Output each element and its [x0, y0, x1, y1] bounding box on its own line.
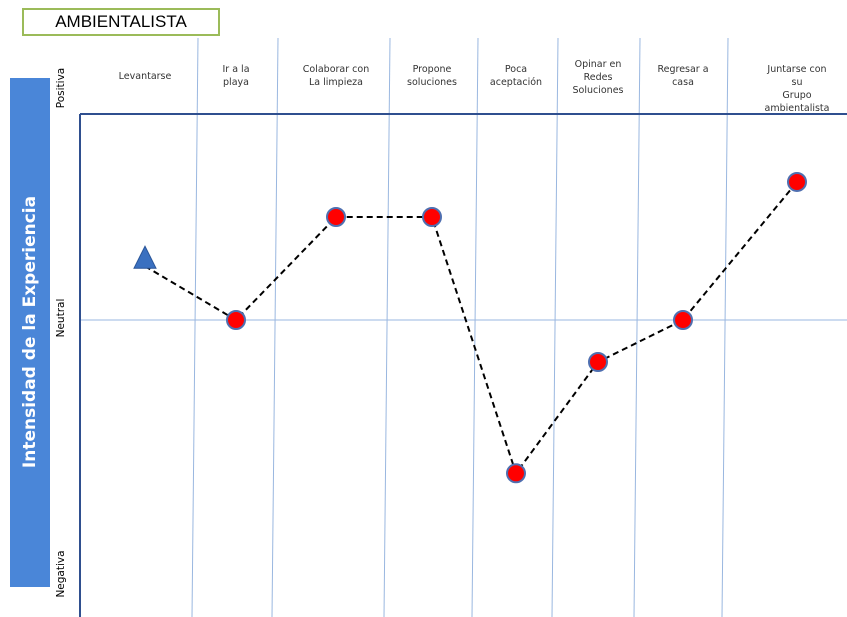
column-header: Juntarse con su Grupo ambientalista — [764, 64, 830, 114]
column-divider — [471, 37, 479, 617]
column-header: Opinar en Redes Soluciones — [572, 59, 624, 96]
data-point — [506, 463, 526, 484]
data-point-triangle — [133, 245, 157, 269]
column-divider — [191, 37, 199, 617]
column-divider — [721, 37, 729, 617]
column-header: Ir a la playa — [222, 64, 250, 88]
chart-frame — [79, 113, 847, 617]
column-divider — [383, 37, 391, 617]
data-point — [422, 207, 442, 227]
column-header: Poca aceptación — [489, 64, 543, 88]
data-point — [588, 352, 608, 372]
column-header: Colaborar con La limpieza — [302, 64, 370, 88]
chart-title: AMBIENTALISTA — [22, 8, 220, 36]
column-divider — [271, 37, 279, 617]
column-header: Levantarse — [118, 71, 172, 82]
data-point — [787, 171, 807, 192]
column-header: Propone soluciones — [407, 64, 457, 88]
data-point — [226, 310, 246, 330]
data-point — [326, 207, 346, 227]
intensity-sidebar — [10, 78, 50, 587]
column-divider — [633, 37, 641, 617]
data-point — [673, 310, 693, 330]
series-line — [144, 181, 798, 476]
experience-series — [133, 171, 807, 484]
grid-lines — [80, 37, 847, 617]
column-header: Regresar a casa — [657, 64, 709, 88]
column-divider — [551, 37, 559, 617]
